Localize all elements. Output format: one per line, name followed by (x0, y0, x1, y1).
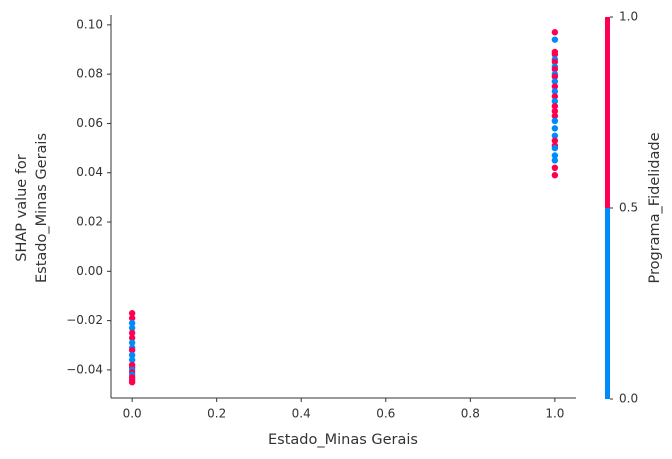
y-tick-label: 0.08 (76, 67, 103, 81)
point (551, 58, 559, 66)
x-tick-label: 0.6 (376, 407, 395, 421)
point (551, 112, 559, 120)
point (551, 98, 559, 105)
y-axis-label: SHAP value for (14, 154, 30, 262)
point (551, 125, 559, 132)
point (551, 51, 559, 58)
x-tick-label: 0.4 (292, 407, 311, 421)
y-axis-label: Estado_Minas Gerais (34, 133, 50, 283)
point (551, 117, 559, 125)
x-axis-label: Estado_Minas Gerais (268, 432, 418, 448)
point (128, 314, 136, 322)
colorbar-segment (605, 17, 610, 208)
colorbar-tick-label: 0.0 (619, 392, 638, 406)
x-tick-label: 0.8 (461, 407, 480, 421)
point (128, 339, 136, 346)
point (128, 324, 136, 332)
point (551, 93, 559, 100)
point (128, 379, 136, 386)
point (551, 78, 559, 85)
colorbar-tick-label: 1.0 (619, 10, 638, 24)
x-tick-label: 0.0 (123, 407, 142, 421)
point (551, 152, 559, 159)
point (551, 107, 559, 115)
point (551, 83, 559, 90)
point (551, 29, 559, 36)
point (128, 329, 136, 337)
point (551, 73, 559, 80)
point (551, 157, 559, 164)
point (128, 351, 136, 359)
y-tick-label: 0.10 (76, 17, 103, 31)
y-tick-label: 0.06 (76, 116, 103, 130)
y-tick-label: 0.00 (76, 264, 103, 278)
y-tick-label: 0.02 (76, 215, 103, 229)
point (128, 319, 136, 327)
y-tick-label: −0.02 (66, 313, 103, 327)
point (128, 310, 136, 317)
point (128, 346, 136, 354)
point (551, 66, 559, 73)
x-tick-label: 0.2 (207, 407, 226, 421)
y-tick-label: −0.04 (66, 362, 103, 376)
point (551, 164, 559, 172)
x-tick-label: 1.0 (545, 407, 564, 421)
point (551, 36, 559, 43)
point (128, 356, 136, 364)
point (551, 102, 559, 110)
colorbar-tick-label: 0.5 (619, 201, 638, 215)
y-tick-label: 0.04 (76, 165, 103, 179)
point (128, 334, 136, 342)
point (551, 137, 559, 144)
colorbar-segment (605, 208, 610, 399)
point (551, 171, 559, 179)
point (551, 132, 559, 139)
colorbar-label: Programa_Fidelidade (647, 132, 663, 283)
point (551, 88, 559, 95)
point (551, 144, 559, 152)
